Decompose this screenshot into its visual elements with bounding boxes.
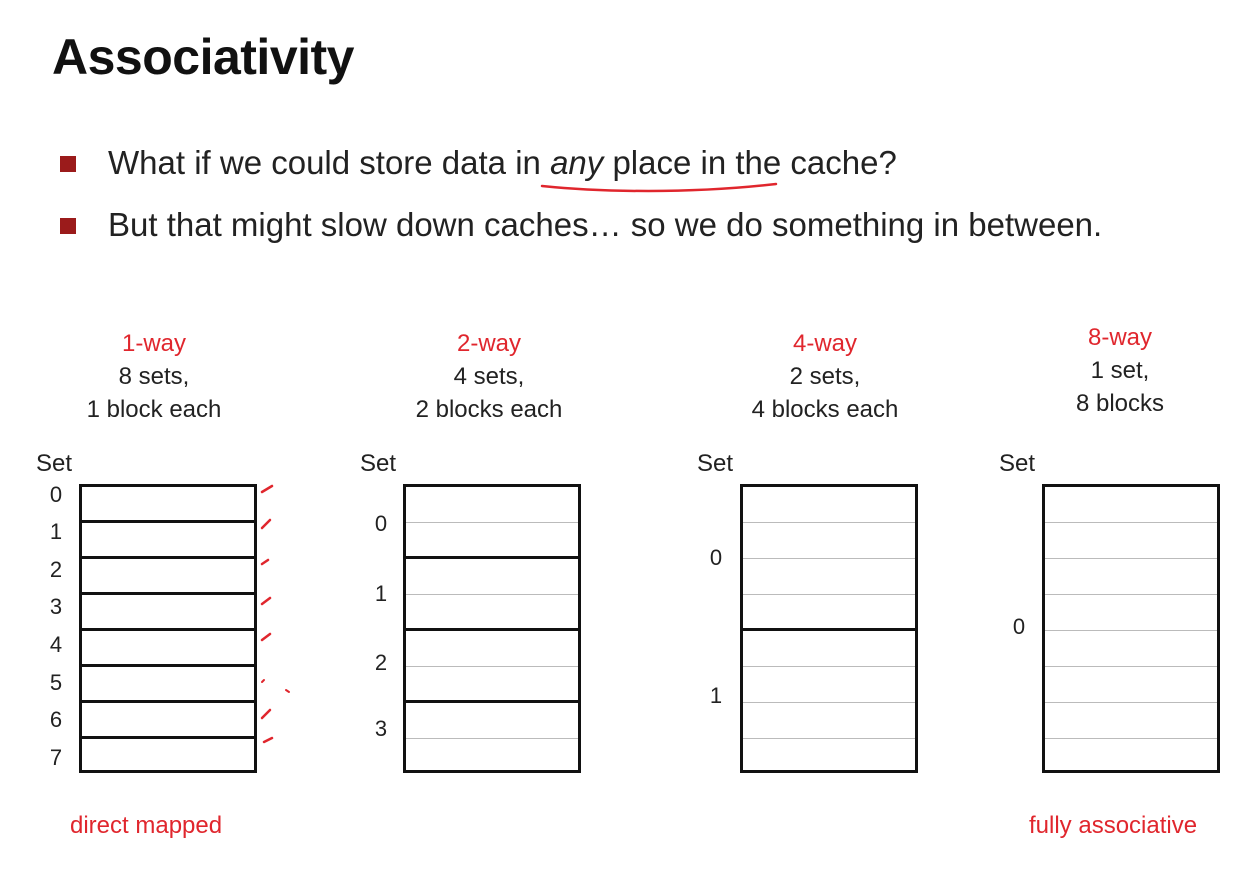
cache-8way <box>1042 484 1220 773</box>
set-number: 4 <box>49 632 63 657</box>
block-divider <box>743 702 915 703</box>
block-divider <box>1045 630 1217 631</box>
block-divider <box>743 666 915 667</box>
bullet-1-text-after: place in the cache? <box>603 144 897 181</box>
set-divider <box>406 628 578 631</box>
set-divider <box>82 556 254 559</box>
block-divider <box>743 594 915 595</box>
set-number: 6 <box>49 707 63 732</box>
cache-4way <box>740 484 918 773</box>
set-number: 2 <box>374 650 388 675</box>
set-number: 1 <box>49 519 63 544</box>
way-label: 4-way <box>792 330 858 357</box>
block-divider <box>1045 522 1217 523</box>
bullet-2-text: But that might slow down caches… so we d… <box>108 206 1103 243</box>
block-divider <box>743 522 915 523</box>
block-divider <box>1045 738 1217 739</box>
block-divider <box>743 738 915 739</box>
set-number: 0 <box>709 545 723 570</box>
block-divider <box>1045 666 1217 667</box>
set-number: 5 <box>49 670 63 695</box>
set-divider <box>82 520 254 523</box>
block-divider <box>1045 558 1217 559</box>
cache-1way <box>79 484 257 773</box>
set-divider <box>82 700 254 703</box>
bullet-item-1: What if we could store data in any place… <box>60 138 1210 188</box>
sets-label: 8 sets, <box>118 363 190 390</box>
blocks-label: 1 block each <box>86 396 222 423</box>
set-number: 1 <box>709 683 723 708</box>
blocks-label: 2 blocks each <box>415 396 563 423</box>
set-divider <box>406 556 578 559</box>
bullet-1-emphasis: any <box>550 144 604 181</box>
set-header-2way: Set <box>360 450 397 477</box>
set-header-8way: Set <box>999 450 1036 477</box>
way-label: 1-way <box>121 330 187 357</box>
sets-label: 2 sets, <box>789 363 861 390</box>
sets-label: 1 set, <box>1090 357 1150 384</box>
set-divider <box>82 592 254 595</box>
set-number: 0 <box>374 511 388 536</box>
column-header-8way: 8-way 1 set, 8 blocks <box>990 321 1248 420</box>
bullet-square-icon <box>60 218 76 234</box>
bullet-square-icon <box>60 156 76 172</box>
bullet-1-text-before: What if we could store data in <box>108 144 551 181</box>
way-label: 2-way <box>456 330 522 357</box>
column-header-2way: 2-way 4 sets, 2 blocks each <box>359 327 619 426</box>
set-number: 3 <box>49 594 63 619</box>
set-number: 0 <box>1012 614 1026 639</box>
set-number: 7 <box>49 745 63 770</box>
set-number: 0 <box>49 482 63 507</box>
set-divider <box>406 700 578 703</box>
set-divider <box>82 664 254 667</box>
set-divider <box>82 736 254 739</box>
set-divider <box>82 628 254 631</box>
bullet-item-2: But that might slow down caches… so we d… <box>60 200 1210 250</box>
block-divider <box>406 522 578 523</box>
block-divider <box>406 594 578 595</box>
set-header-4way: Set <box>697 450 734 477</box>
slide-title: Associativity <box>52 29 354 85</box>
block-divider <box>1045 594 1217 595</box>
set-number: 1 <box>374 581 388 606</box>
block-divider <box>743 558 915 559</box>
block-divider <box>406 666 578 667</box>
block-divider <box>1045 702 1217 703</box>
blocks-label: 8 blocks <box>1075 390 1165 417</box>
bullet-list: What if we could store data in any place… <box>60 138 1210 262</box>
set-number: 3 <box>374 716 388 741</box>
blocks-label: 4 blocks each <box>751 396 899 423</box>
set-header-1way: Set <box>36 450 73 477</box>
handwritten-check-marks <box>260 484 290 744</box>
set-number: 2 <box>49 557 63 582</box>
way-label: 8-way <box>1087 324 1153 351</box>
column-header-4way: 4-way 2 sets, 4 blocks each <box>695 327 955 426</box>
caption-fully-associative: fully associative <box>1029 812 1198 839</box>
caption-direct-mapped: direct mapped <box>70 812 223 839</box>
cache-2way <box>403 484 581 773</box>
column-header-1way: 1-way 8 sets, 1 block each <box>24 327 284 426</box>
sets-label: 4 sets, <box>453 363 525 390</box>
set-divider <box>743 628 915 631</box>
block-divider <box>406 738 578 739</box>
